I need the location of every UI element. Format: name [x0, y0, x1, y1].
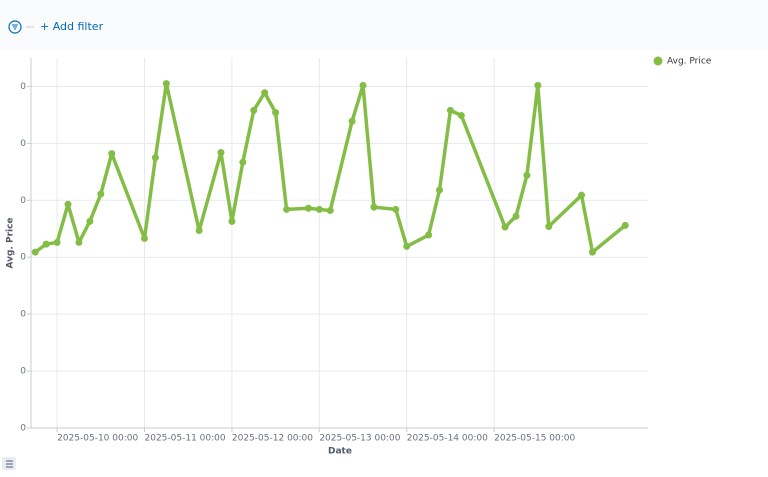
data-point [348, 117, 356, 125]
data-point [151, 154, 159, 162]
data-point [578, 191, 586, 199]
legend-label: Avg. Price [667, 57, 712, 67]
data-point [534, 81, 542, 89]
add-filter[interactable]: + Add filter [40, 20, 104, 33]
data-point [283, 205, 291, 213]
y-tick-label: 0 [20, 82, 26, 92]
x-tick-label: 2025-05-12 00:00 [232, 434, 313, 444]
data-point [217, 148, 225, 156]
data-point [315, 205, 323, 213]
data-point [425, 231, 433, 239]
data-point [31, 248, 39, 256]
data-point [64, 200, 72, 208]
y-tick-label: 0 [20, 253, 26, 263]
data-point [436, 186, 444, 194]
data-point [195, 226, 203, 234]
y-tick-label: 0 [20, 139, 26, 149]
data-point [392, 205, 400, 213]
data-point [75, 238, 83, 246]
x-tick-label: 2025-05-11 00:00 [145, 434, 226, 444]
data-point [403, 242, 411, 250]
data-point [86, 217, 94, 225]
data-point [53, 238, 61, 246]
data-point [272, 109, 280, 117]
y-axis-title: Avg. Price [6, 217, 16, 268]
data-point [261, 89, 269, 97]
data-point [446, 106, 454, 114]
x-axis-title: Date [328, 447, 352, 457]
data-point [326, 207, 334, 215]
x-tick-label: 2025-05-10 00:00 [57, 434, 138, 444]
series-line [34, 81, 627, 254]
data-point [97, 190, 105, 198]
filter-icon[interactable] [8, 20, 22, 34]
x-tick-label: 2025-05-15 00:00 [494, 434, 575, 444]
data-point [501, 223, 509, 231]
data-point [108, 150, 116, 158]
data-point [370, 203, 378, 211]
data-point [239, 158, 247, 166]
x-tick-label: 2025-05-14 00:00 [407, 434, 488, 444]
legend-marker [653, 56, 663, 66]
data-point [457, 111, 465, 119]
x-tick-label: 2025-05-13 00:00 [319, 434, 400, 444]
data-point [545, 222, 553, 230]
data-point [162, 80, 170, 88]
y-tick-label: 0 [20, 196, 26, 206]
data-point [228, 217, 236, 225]
data-point [523, 171, 531, 179]
y-tick-label: 0 [20, 424, 26, 434]
y-tick-label: 0 [20, 367, 26, 377]
data-point [141, 234, 149, 242]
data-point [250, 106, 258, 114]
data-point [621, 221, 629, 229]
data-point [42, 240, 50, 248]
data-point [588, 248, 596, 256]
data-point [359, 81, 367, 89]
data-point [304, 204, 312, 212]
data-point [512, 212, 520, 220]
y-tick-label: 0 [20, 310, 26, 320]
filter-bar [0, 0, 768, 50]
